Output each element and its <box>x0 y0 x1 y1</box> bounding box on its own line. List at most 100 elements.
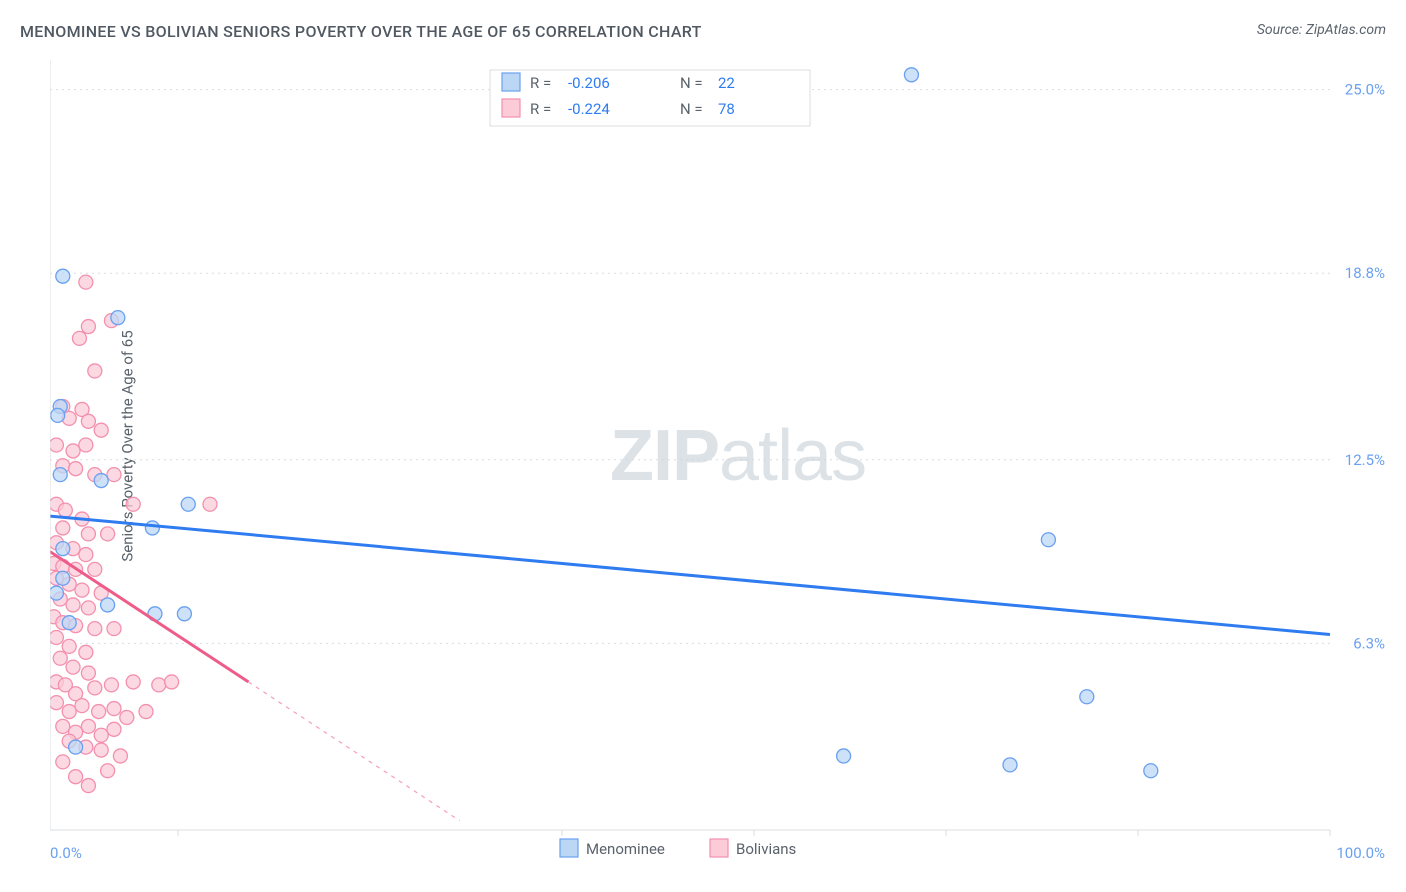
trend-line <box>50 552 248 682</box>
scatter-point <box>56 719 70 733</box>
scatter-point <box>79 645 93 659</box>
source-credit: Source: ZipAtlas.com <box>1257 22 1386 38</box>
scatter-point <box>81 527 95 541</box>
legend-series: Menominee Bolivians <box>560 839 796 858</box>
scatter-point <box>75 699 89 713</box>
scatter-point <box>904 68 918 82</box>
scatter-point <box>837 749 851 763</box>
scatter-point <box>50 586 63 600</box>
legend-stats: R = -0.206 N = 22 R = -0.224 N = 78 <box>490 70 810 126</box>
y-tick: 25.0% <box>1345 81 1385 99</box>
scatter-point <box>81 414 95 428</box>
source-prefix: Source: <box>1257 22 1306 38</box>
legend-swatch <box>502 99 520 117</box>
scatter-point <box>69 462 83 476</box>
watermark: ZIPatlas <box>610 416 866 496</box>
scatter-point <box>50 696 63 710</box>
scatter-point <box>81 666 95 680</box>
scatter-point <box>203 497 217 511</box>
scatter-point <box>56 571 70 585</box>
scatter-point <box>81 779 95 793</box>
scatter-point <box>107 622 121 636</box>
scatter-point <box>81 320 95 334</box>
scatter-point <box>1041 533 1055 547</box>
scatter-point <box>66 660 80 674</box>
scatter-point <box>111 311 125 325</box>
scatter-point <box>107 722 121 736</box>
scatter-point <box>66 598 80 612</box>
chart-title: MENOMINEE VS BOLIVIAN SENIORS POVERTY OV… <box>20 22 702 41</box>
scatter-point <box>104 678 118 692</box>
scatter-point <box>88 364 102 378</box>
scatter-point <box>94 474 108 488</box>
scatter-point <box>126 497 140 511</box>
scatter-point <box>107 702 121 716</box>
scatter-point <box>79 548 93 562</box>
scatter-point <box>1003 758 1017 772</box>
legend-n-value: 78 <box>718 100 735 118</box>
scatter-point <box>62 705 76 719</box>
legend-series-label: Menominee <box>586 840 665 858</box>
scatter-point <box>75 583 89 597</box>
scatter-point <box>81 719 95 733</box>
scatter-point <box>50 631 63 645</box>
y-tick-labels: 6.3% 12.5% 18.8% 25.0% <box>1345 81 1385 653</box>
legend-n-label: N = <box>680 100 703 118</box>
scatter-point <box>113 749 127 763</box>
scatter-point <box>92 705 106 719</box>
scatter-point <box>139 705 153 719</box>
scatter-point <box>53 651 67 665</box>
scatter-point <box>120 710 134 724</box>
scatter-point <box>62 616 76 630</box>
legend-r-label: R = <box>530 74 551 92</box>
scatter-point <box>101 598 115 612</box>
scatter-point <box>181 497 195 511</box>
scatter-point <box>56 521 70 535</box>
scatter-point <box>56 755 70 769</box>
x-tick: 0.0% <box>50 844 82 862</box>
scatter-point <box>101 527 115 541</box>
scatter-point <box>69 770 83 784</box>
scatter-point <box>79 438 93 452</box>
legend-n-label: N = <box>680 74 703 92</box>
source-name: ZipAtlas.com <box>1306 22 1386 38</box>
scatter-point <box>56 542 70 556</box>
trend-line <box>50 516 1330 634</box>
scatter-point <box>126 675 140 689</box>
scatter-point <box>51 408 65 422</box>
scatter-point <box>50 438 63 452</box>
scatter-point <box>88 622 102 636</box>
y-tick: 6.3% <box>1353 634 1385 652</box>
legend-swatch <box>502 73 520 91</box>
scatter-points <box>50 68 1158 793</box>
legend-r-label: R = <box>530 100 551 118</box>
legend-n-value: 22 <box>718 74 735 92</box>
scatter-point <box>1144 764 1158 778</box>
y-tick: 12.5% <box>1345 451 1385 469</box>
scatter-point <box>81 601 95 615</box>
scatter-point <box>145 521 159 535</box>
scatter-point <box>58 503 72 517</box>
legend-r-value: -0.206 <box>568 74 610 92</box>
scatter-point <box>62 639 76 653</box>
legend-series-label: Bolivians <box>736 840 796 858</box>
scatter-point <box>88 562 102 576</box>
scatter-point <box>94 743 108 757</box>
scatter-point <box>94 728 108 742</box>
scatter-point <box>101 764 115 778</box>
scatter-point <box>66 444 80 458</box>
scatter-point <box>152 678 166 692</box>
x-tick: 100.0% <box>1336 844 1385 862</box>
correlation-chart: ZIPatlas 6.3%12.5%18.8%25.0% 0.0%100.0% … <box>50 60 1390 880</box>
scatter-point <box>56 269 70 283</box>
legend-r-value: -0.224 <box>568 100 610 118</box>
y-tick: 18.8% <box>1345 264 1385 282</box>
legend-swatch <box>710 839 728 857</box>
scatter-point <box>177 607 191 621</box>
scatter-point <box>1080 690 1094 704</box>
scatter-point <box>53 468 67 482</box>
scatter-point <box>107 468 121 482</box>
scatter-point <box>94 423 108 437</box>
trend-line-ext <box>248 682 459 821</box>
scatter-point <box>69 740 83 754</box>
